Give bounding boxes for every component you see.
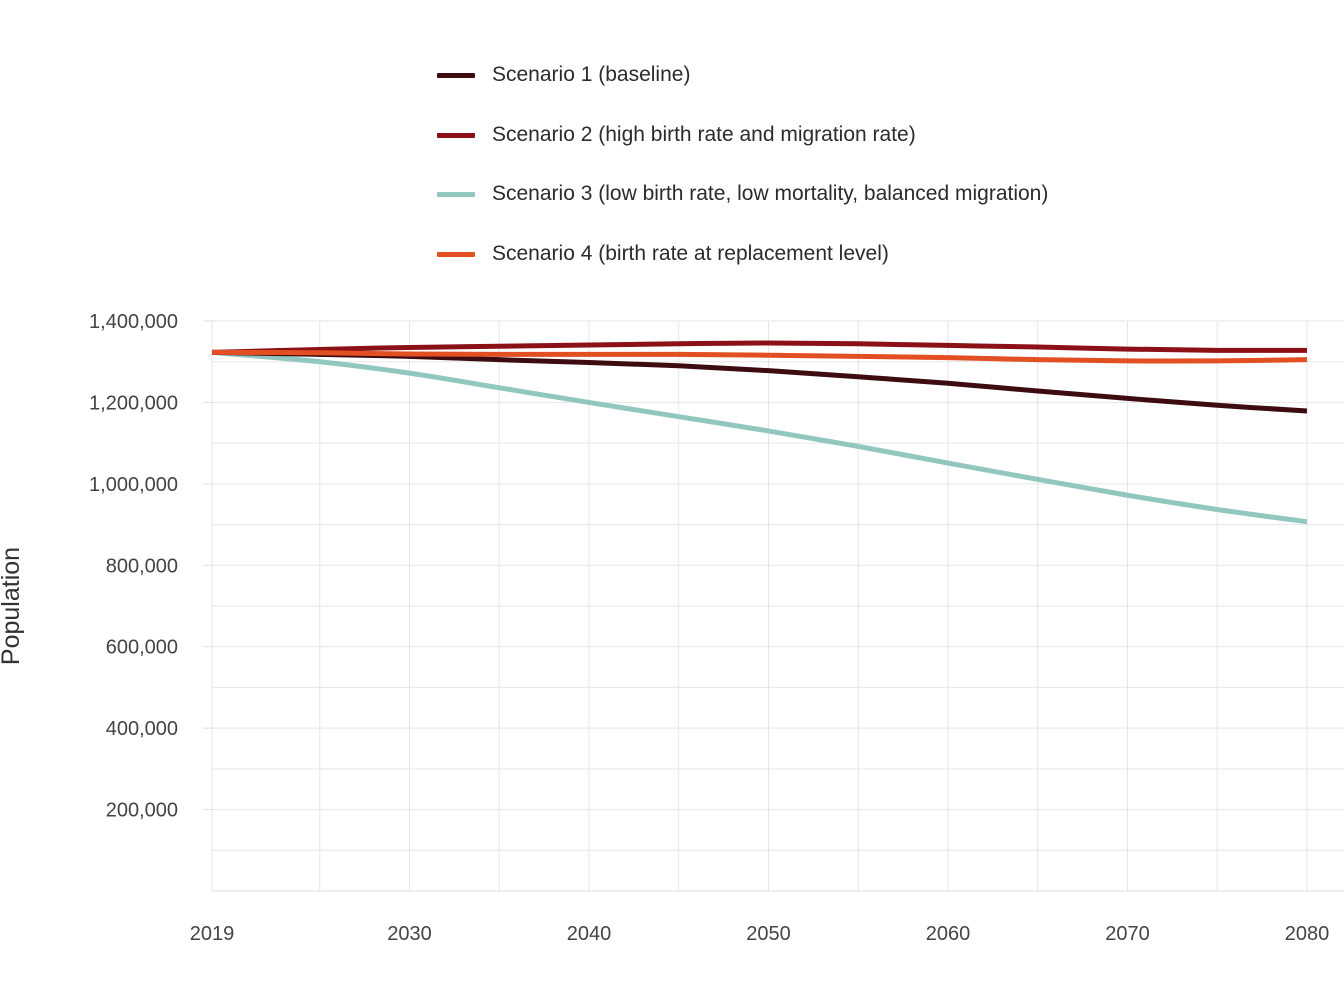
x-tick-label: 2050	[746, 923, 791, 945]
y-tick-label: 1,200,000	[89, 392, 178, 414]
series-line-scenario-3	[211, 349, 1308, 525]
legend-label-scenario-1: Scenario 1 (baseline)	[492, 63, 691, 86]
legend-swatch-scenario-3	[437, 192, 475, 198]
series-line-scenario-2	[211, 340, 1308, 355]
legend: Scenario 1 (baseline) Scenario 2 (high b…	[437, 56, 1048, 294]
legend-label-scenario-4: Scenario 4 (birth rate at replacement le…	[492, 241, 889, 265]
legend-swatch-scenario-2	[437, 132, 475, 138]
x-tick-label: 2019	[190, 923, 235, 945]
legend-label-scenario-2: Scenario 2 (high birth rate and migratio…	[492, 122, 916, 146]
legend-item-scenario-3: Scenario 3 (low birth rate, low mortalit…	[437, 175, 1048, 235]
y-axis-ticks: 200,000 400,000 600,000 800,000 1,000,000 1,2…	[89, 311, 212, 822]
y-tick-label: 800,000	[106, 555, 178, 577]
legend-label-scenario-3: Scenario 3 (low birth rate, low mortalit…	[492, 182, 1049, 206]
x-tick-label: 2060	[926, 923, 971, 945]
gridlines	[211, 320, 1344, 892]
y-tick-label: 600,000	[106, 637, 178, 659]
series-lines	[211, 340, 1308, 525]
x-tick-label: 2070	[1105, 923, 1150, 945]
legend-item-scenario-1: Scenario 1 (baseline)	[437, 56, 1048, 116]
y-axis-title: Population	[0, 547, 25, 665]
x-tick-label: 2030	[387, 923, 432, 945]
legend-item-scenario-2: Scenario 2 (high birth rate and migratio…	[437, 116, 1048, 176]
y-tick-label: 400,000	[106, 718, 178, 740]
x-tick-label: 2080	[1285, 923, 1330, 945]
y-tick-label: 200,000	[106, 800, 178, 822]
legend-swatch-scenario-4	[437, 251, 475, 257]
y-tick-label: 1,400,000	[89, 311, 178, 333]
series-line-scenario-4	[211, 349, 1308, 364]
x-tick-label: 2040	[567, 923, 612, 945]
legend-swatch-scenario-1	[437, 73, 475, 78]
x-axis-ticks: 2019 2030 2040 2050 2060 2070 2080	[190, 923, 1330, 945]
y-tick-label: 1,000,000	[89, 474, 178, 496]
legend-item-scenario-4: Scenario 4 (birth rate at replacement le…	[437, 235, 1048, 295]
